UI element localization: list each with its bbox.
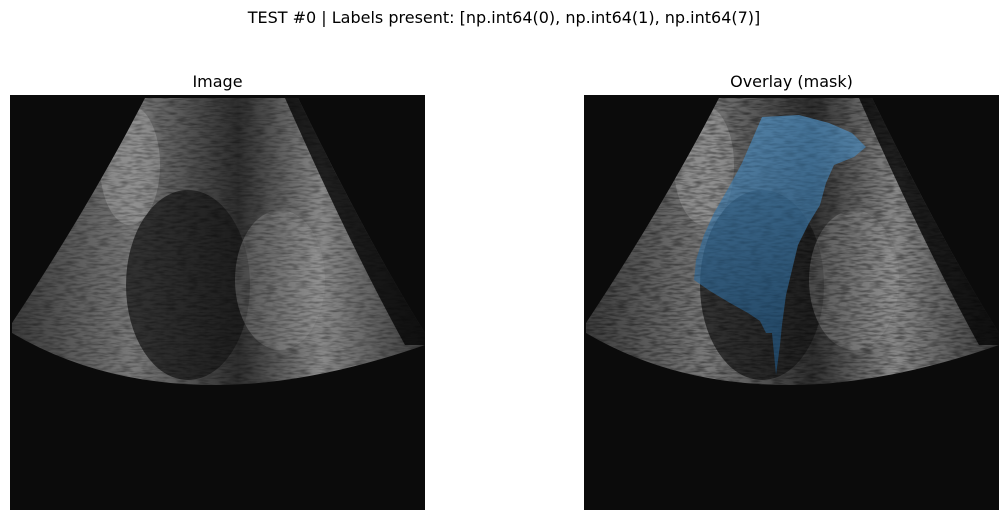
- panel-title-image: Image: [192, 72, 243, 91]
- ultrasound-image-panel: [10, 95, 425, 510]
- figure-suptitle: TEST #0 | Labels present: [np.int64(0), …: [247, 8, 761, 27]
- panel-title-overlay: Overlay (mask): [730, 72, 853, 91]
- ultrasound-image: [10, 95, 425, 510]
- overlay-mask-panel: [584, 95, 999, 510]
- overlay-image: [584, 95, 999, 510]
